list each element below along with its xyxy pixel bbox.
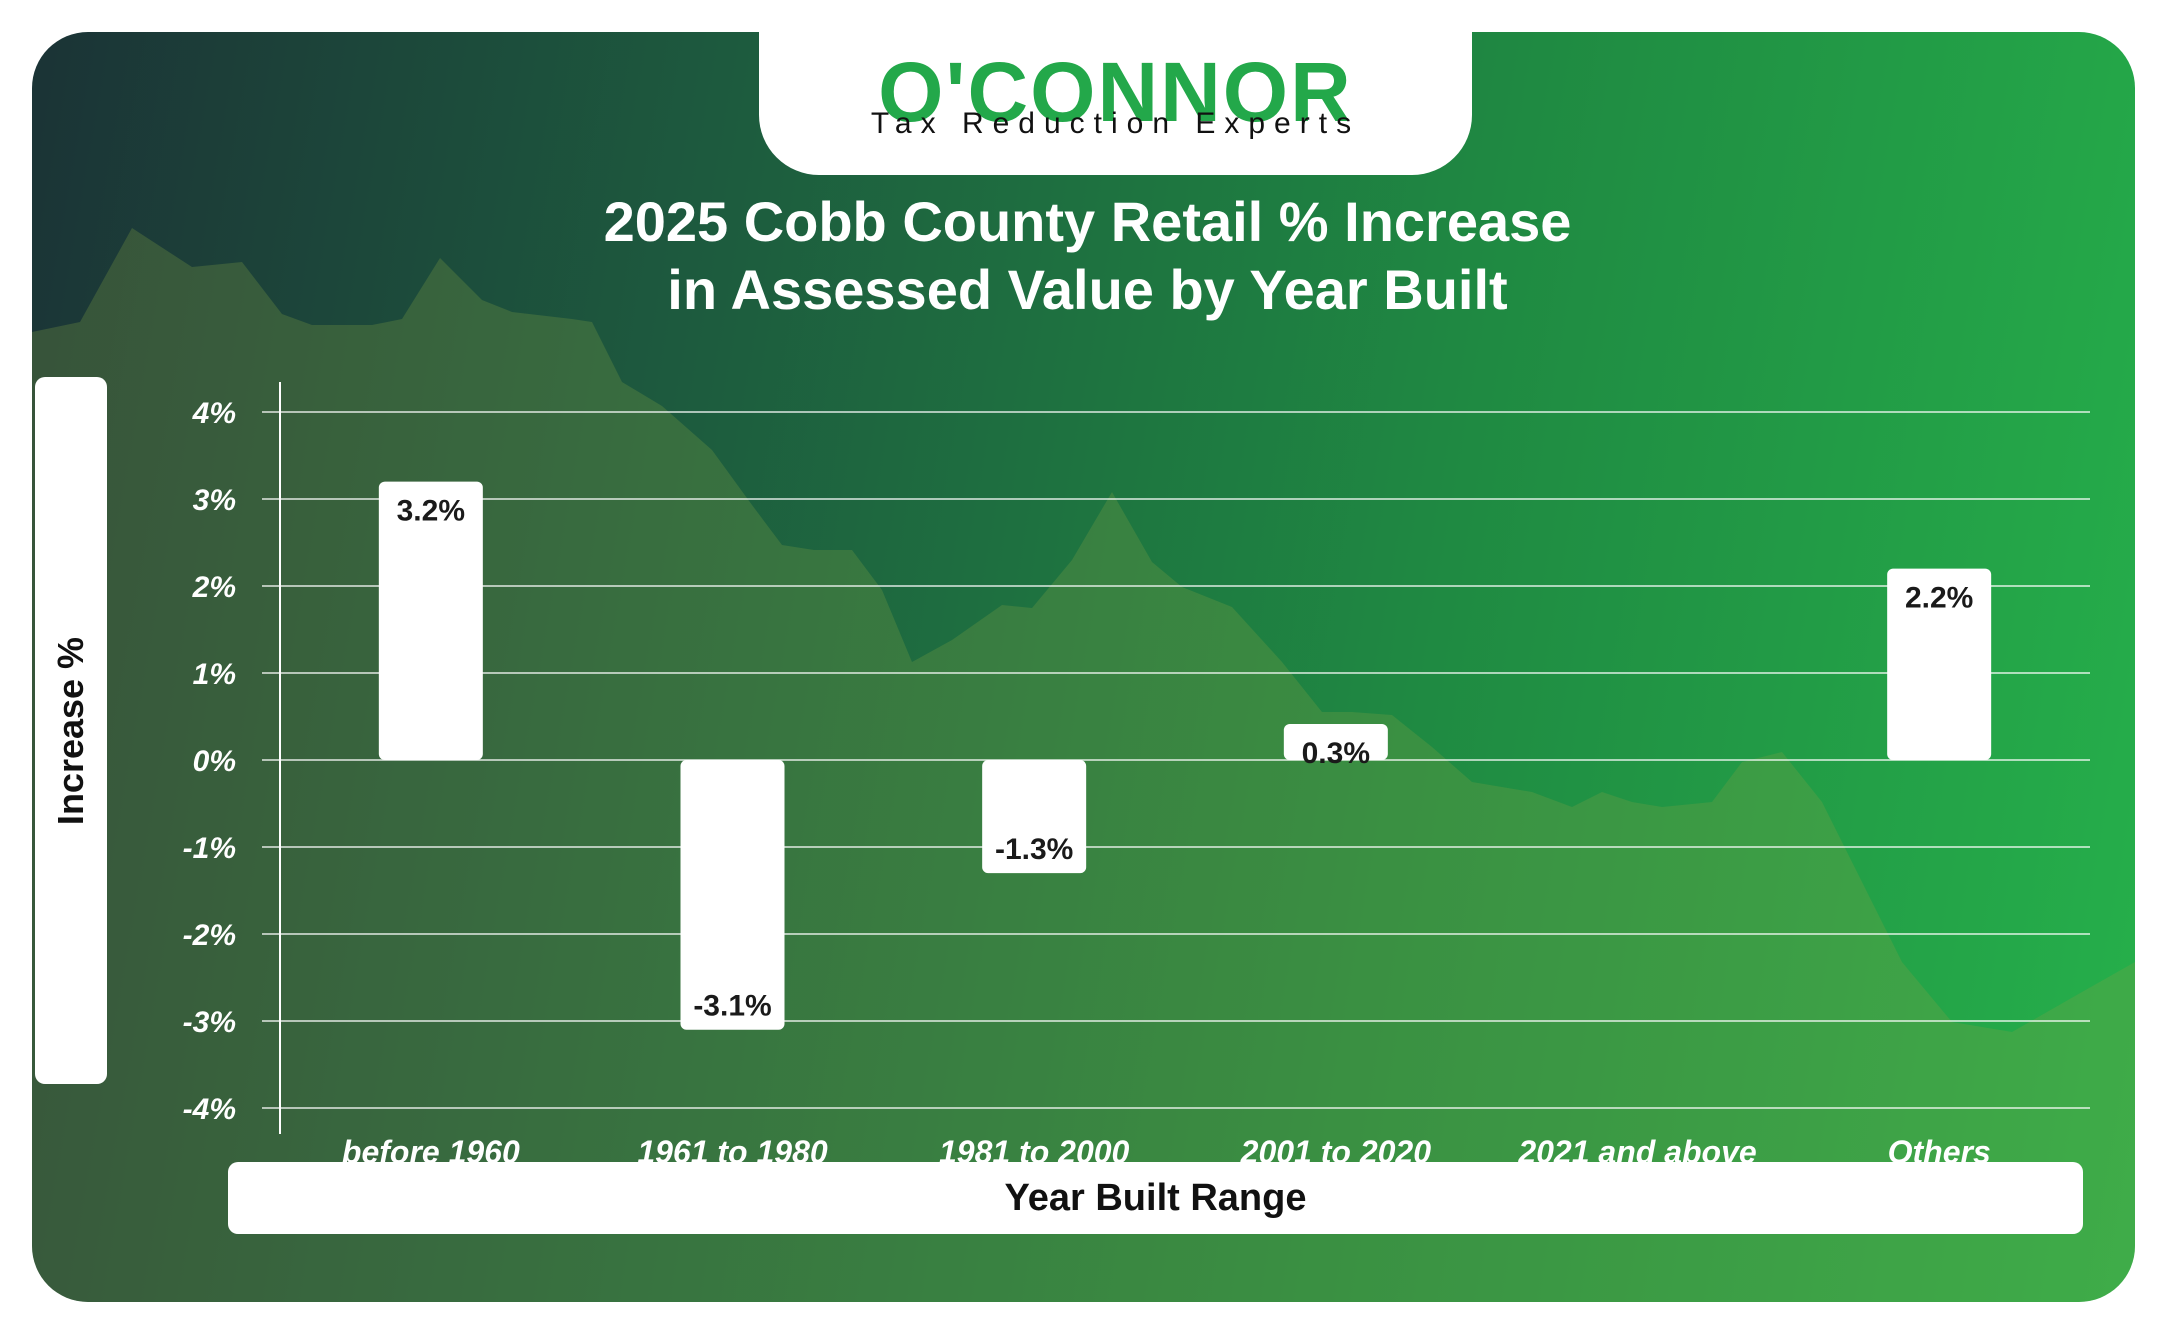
y-tick-labels: 4% 3% 2% 1% 0% -1% -2% -3% -4% — [183, 397, 236, 1126]
chart-title-line-1: 2025 Cobb County Retail % Increase — [603, 190, 1572, 253]
y-tick-label: 2% — [192, 571, 236, 604]
y-axis-label-box: Increase % — [35, 377, 107, 1084]
chart-title-line-2: in Assessed Value by Year Built — [667, 258, 1508, 321]
data-labels: 3.2% -3.1% -1.3% 0.3% 2.2% — [397, 495, 1974, 1023]
y-tick-label: -1% — [183, 832, 236, 865]
data-label: 2.2% — [1905, 582, 1973, 615]
x-tick-label: 1961 to 1980 — [637, 1134, 828, 1170]
data-label: -3.1% — [693, 990, 771, 1023]
x-tick-labels: before 1960 1961 to 1980 1981 to 2000 2001 … — [342, 1134, 1991, 1170]
chart-title: 2025 Cobb County Retail % Increase in As… — [300, 188, 1875, 324]
logo-tab: O'CONNOR Tax Reduction Experts — [759, 32, 1472, 175]
x-tick-label: before 1960 — [342, 1134, 520, 1170]
bar — [378, 481, 483, 760]
x-tick-label: 2001 to 2020 — [1240, 1134, 1432, 1170]
y-tick-label: 1% — [193, 658, 236, 691]
brand-logo: O'CONNOR — [878, 45, 1353, 139]
brand-tagline: Tax Reduction Experts — [870, 107, 1361, 140]
x-tick-label: 2021 and above — [1517, 1134, 1756, 1170]
x-tick-label: 1981 to 2000 — [939, 1134, 1130, 1170]
data-label: 3.2% — [397, 495, 465, 528]
bars — [378, 481, 1992, 1030]
x-tick-label: Others — [1888, 1134, 1991, 1170]
y-tick-label: -4% — [183, 1093, 236, 1126]
bar — [680, 760, 785, 1030]
y-tick-label: 3% — [193, 484, 236, 517]
y-tick-label: 0% — [193, 745, 236, 778]
y-tick-label: 4% — [192, 397, 236, 430]
bar — [982, 760, 1087, 874]
y-tick-label: -2% — [183, 919, 236, 952]
bar — [1887, 568, 1992, 760]
bar — [1283, 724, 1388, 760]
gridlines — [262, 411, 2090, 1109]
y-tick-label: -3% — [183, 1006, 236, 1039]
data-label: 0.3% — [1302, 737, 1370, 770]
data-label: -1.3% — [995, 833, 1073, 866]
x-axis-label: Year Built Range — [228, 1162, 2083, 1234]
